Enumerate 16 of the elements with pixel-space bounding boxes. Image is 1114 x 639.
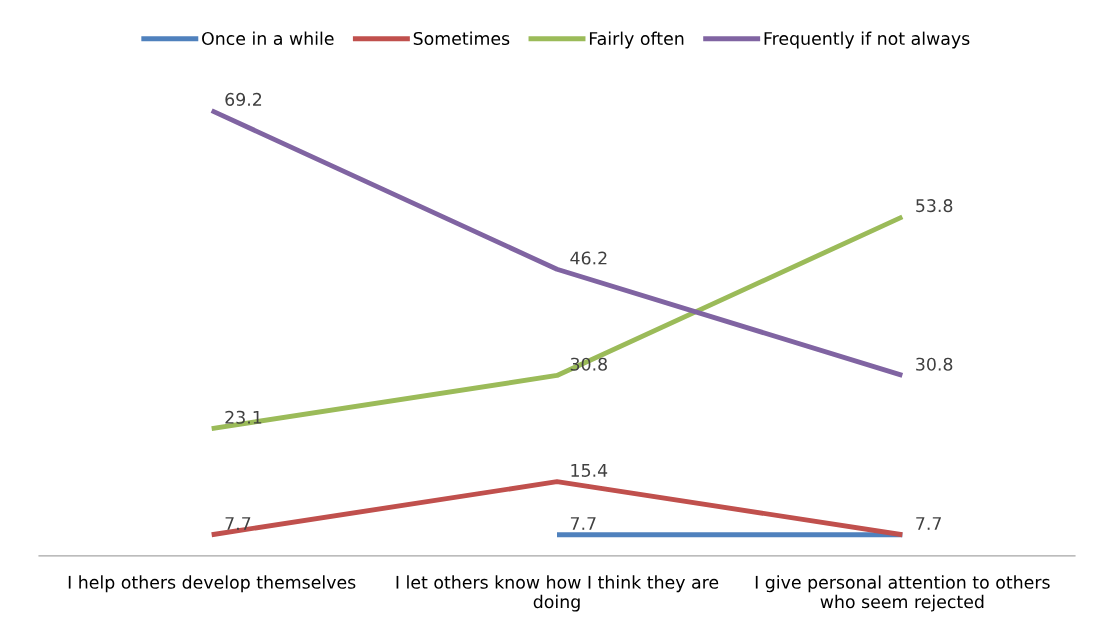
- legend-label: Fairly often: [589, 31, 684, 49]
- data-label: 7.7: [570, 517, 596, 530]
- data-label: 53.8: [916, 199, 953, 213]
- legend-label: Frequently if not always: [764, 31, 970, 49]
- legend-label: Once in a while: [202, 31, 334, 46]
- x-tick-label: I let others know how I think they are doing: [396, 575, 719, 612]
- data-label: 15.4: [571, 464, 608, 477]
- data-label: 30.8: [916, 357, 953, 371]
- x-tick-label: I help others develop themselves: [68, 575, 356, 593]
- legend-label: Sometimes: [413, 31, 510, 46]
- x-tick-label: I give personal attention to others who seem rejected: [755, 575, 1050, 612]
- data-label: 46.2: [570, 251, 607, 265]
- data-label: 7.7: [225, 517, 251, 530]
- data-label: 69.2: [225, 92, 262, 106]
- data-label: 23.1: [225, 410, 262, 424]
- data-label: 7.7: [916, 517, 941, 530]
